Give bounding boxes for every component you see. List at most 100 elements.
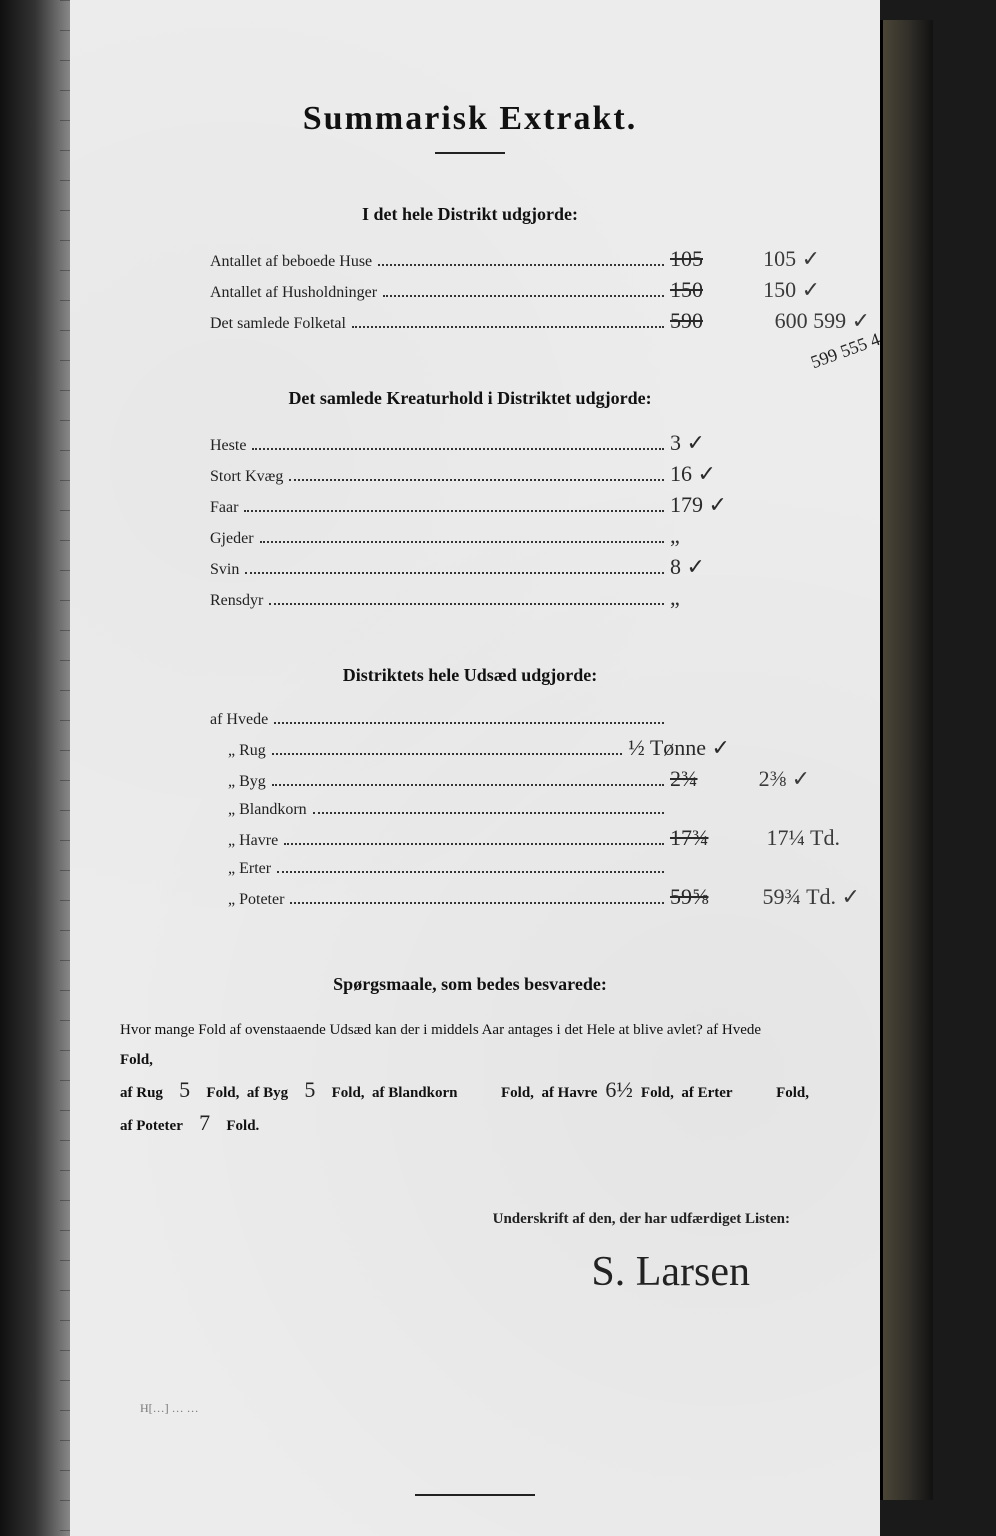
row-label: Det samlede Folketal <box>210 310 346 338</box>
bottom-rule <box>415 1494 535 1496</box>
row-label: Heste <box>210 432 246 460</box>
questions-lead: Hvor mange Fold af ovenstaaende Udsæd ka… <box>120 1022 761 1038</box>
row-label: Faar <box>210 494 238 522</box>
row-goats: Gjeder „ <box>210 522 730 553</box>
row-label: „ Havre <box>210 827 278 855</box>
leader-dots <box>272 784 664 786</box>
row-horses: Heste 3 ✓ <box>210 429 730 460</box>
q-item-value: 5 <box>167 1075 203 1105</box>
leader-dots <box>277 871 664 873</box>
leader-dots <box>244 510 664 512</box>
q-item-label: af Byg <box>247 1085 288 1101</box>
document-page: Summarisk Extrakt. I det hele Distrikt u… <box>70 0 880 1536</box>
questions-block: Spørgsmaale, som bedes besvarede: Hvor m… <box>120 974 820 1141</box>
section1-rows: Antallet af beboede Huse 105 105 ✓ Antal… <box>210 245 730 338</box>
section3-heading: Distriktets hele Udsæd udgjorde: <box>120 665 820 686</box>
row-population: Det samlede Folketal 590 600 599 ✓ <box>210 307 730 338</box>
row-value: ½ Tønne ✓ <box>628 734 730 762</box>
q-item-label: af Poteter <box>120 1118 183 1134</box>
row-label: „ Poteter <box>210 886 284 914</box>
row-peas: „ Erter <box>210 855 730 883</box>
leader-dots <box>269 603 664 605</box>
title-rule <box>435 152 505 154</box>
corrected-value: 2⅜ ✓ <box>759 765 810 793</box>
row-label: Rensdyr <box>210 587 263 615</box>
corrected-value: 59¾ Td. ✓ <box>763 883 860 911</box>
signature-label: Underskrift af den, der har udfærdiget L… <box>120 1211 790 1228</box>
q-item-label: af Erter <box>681 1085 732 1101</box>
leader-dots <box>272 753 622 755</box>
row-rye: „ Rug ½ Tønne ✓ <box>210 734 730 765</box>
row-value: 16 ✓ <box>670 460 730 488</box>
struck-value: 590 <box>670 307 730 335</box>
signature-name: S. Larsen <box>120 1248 790 1296</box>
leader-dots <box>378 264 664 266</box>
row-value: 179 ✓ <box>670 491 730 519</box>
q-item-label: af Havre <box>541 1085 597 1101</box>
row-label: Svin <box>210 556 239 584</box>
q-item-label: af Rug <box>120 1085 163 1101</box>
section3-rows: af Hvede „ Rug ½ Tønne ✓ „ Byg 2¾ 2⅜ ✓ „… <box>210 706 730 914</box>
row-label: Stort Kvæg <box>210 463 283 491</box>
row-barley: „ Byg 2¾ 2⅜ ✓ <box>210 765 730 796</box>
page-title: Summarisk Extrakt. <box>120 100 820 138</box>
row-label: Antallet af Husholdninger <box>210 279 377 307</box>
leader-dots <box>313 812 664 814</box>
book-spread: Summarisk Extrakt. I det hele Distrikt u… <box>0 0 996 1536</box>
row-label: Antallet af beboede Huse <box>210 248 372 276</box>
corrected-value: 150 ✓ <box>763 276 820 304</box>
row-label: „ Erter <box>210 855 271 883</box>
q-item-value: 5 <box>292 1075 328 1105</box>
row-reindeer: Rensdyr „ <box>210 584 730 615</box>
struck-value: 150 <box>670 276 730 304</box>
signature-block: Underskrift af den, der har udfærdiget L… <box>120 1211 820 1296</box>
row-value: 3 ✓ <box>670 429 730 457</box>
row-potatoes: „ Poteter 59⅝ 59¾ Td. ✓ <box>210 883 730 914</box>
row-wheat: af Hvede <box>210 706 730 734</box>
corrected-value: 17¼ Td. <box>766 824 840 852</box>
footer-scribble: H[…] … … <box>140 1401 199 1416</box>
leader-dots <box>383 295 664 297</box>
fold-word: Fold. <box>226 1118 259 1134</box>
leader-dots <box>274 722 664 724</box>
row-value: 8 ✓ <box>670 553 730 581</box>
row-pigs: Svin 8 ✓ <box>210 553 730 584</box>
fold-label: Fold, <box>641 1085 674 1101</box>
row-label: Gjeder <box>210 525 254 553</box>
fold-label: Fold, <box>501 1085 534 1101</box>
section2-heading: Det samlede Kreaturhold i Distriktet udg… <box>120 388 820 409</box>
questions-para: Hvor mange Fold af ovenstaaende Udsæd ka… <box>120 1015 820 1141</box>
row-label: af Hvede <box>210 706 268 734</box>
leader-dots <box>260 541 664 543</box>
section1-heading: I det hele Distrikt udgjorde: <box>120 204 820 225</box>
leader-dots <box>245 572 664 574</box>
leader-dots <box>289 479 664 481</box>
row-households: Antallet af Husholdninger 150 150 ✓ <box>210 276 730 307</box>
row-sheep: Faar 179 ✓ <box>210 491 730 522</box>
q-item-value: 7 <box>187 1108 223 1138</box>
row-houses: Antallet af beboede Huse 105 105 ✓ <box>210 245 730 276</box>
struck-value: 17¾ <box>670 824 730 852</box>
questions-heading: Spørgsmaale, som bedes besvarede: <box>120 974 820 995</box>
binding-margin <box>0 0 70 1536</box>
leader-dots <box>284 843 664 845</box>
fold-label: Fold, <box>776 1085 809 1101</box>
fold-label: Fold, <box>206 1085 239 1101</box>
row-cattle: Stort Kvæg 16 ✓ <box>210 460 730 491</box>
row-mixedgrain: „ Blandkorn <box>210 796 730 824</box>
struck-value: 59⅝ <box>670 883 730 911</box>
row-value: „ <box>670 522 730 550</box>
facing-page-edge <box>880 0 996 1536</box>
row-value: „ <box>670 584 730 612</box>
leader-dots <box>252 448 664 450</box>
struck-value: 105 <box>670 245 730 273</box>
row-oats: „ Havre 17¾ 17¼ Td. <box>210 824 730 855</box>
leader-dots <box>290 902 664 904</box>
row-label: „ Blandkorn <box>210 796 307 824</box>
row-label: „ Rug <box>210 737 266 765</box>
fold-label: Fold, <box>120 1052 153 1068</box>
q-item-value: 6½ <box>601 1075 637 1105</box>
corrected-value: 600 599 ✓ <box>775 307 870 335</box>
leader-dots <box>352 326 664 328</box>
fold-label: Fold, <box>332 1085 365 1101</box>
